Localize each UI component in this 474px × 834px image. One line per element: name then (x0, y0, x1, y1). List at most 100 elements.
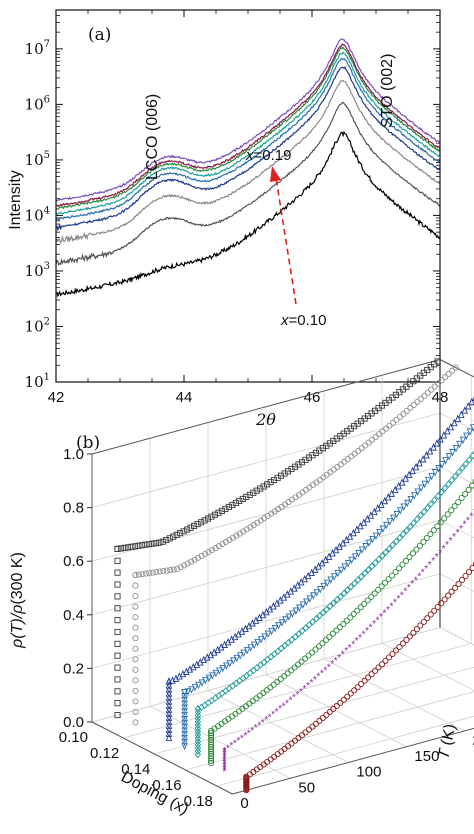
resistivity-point (472, 478, 474, 484)
resistivity-point (114, 569, 121, 576)
xrd-series-line (55, 130, 441, 298)
resistivity-point (333, 596, 341, 604)
resistivity-point (226, 659, 234, 668)
resistivity-point (462, 460, 469, 468)
resistivity-point: * (456, 528, 460, 539)
resistivity-point (358, 572, 365, 581)
grid-line (207, 690, 349, 763)
resistivity-point (413, 515, 421, 524)
resistivity-point (243, 647, 251, 655)
resistivity-point: * (236, 736, 240, 747)
grid-line (439, 519, 474, 539)
resistivity-point (156, 568, 163, 575)
resistivity-point (459, 576, 466, 584)
resistivity-point (400, 503, 408, 511)
resistivity-point (165, 681, 173, 689)
grid-line (216, 715, 474, 787)
resistivity-point (201, 517, 208, 524)
resistivity-point (434, 523, 441, 530)
resistivity-point (417, 511, 424, 520)
resistivity-point: * (313, 675, 317, 686)
resistivity-point: * (229, 741, 233, 752)
resistivity-point (456, 440, 463, 449)
resistivity-point (368, 593, 375, 600)
resistivity-point: * (372, 619, 376, 630)
resistivity-point (416, 459, 423, 467)
resistivity-point (430, 443, 437, 451)
panel-b-doping-ticks: 0.100.120.140.160.18 (59, 729, 213, 810)
resistivity-point (441, 515, 448, 522)
resistivity-point (420, 507, 428, 516)
resistivity-point (364, 514, 371, 523)
y-tick-label: 104 (25, 205, 50, 224)
resistivity-point (346, 532, 354, 540)
resistivity-point (344, 693, 351, 700)
resistivity-point (464, 402, 472, 410)
resistivity-point (208, 760, 215, 767)
resistivity-point: * (222, 753, 226, 764)
axis-edge (91, 721, 233, 795)
resistivity-point: * (337, 653, 341, 664)
resistivity-point: * (355, 636, 359, 647)
resistivity-point: * (240, 733, 244, 744)
resistivity-point (194, 721, 202, 729)
grid-line (265, 674, 407, 748)
z-tick-label: 0.2 (63, 660, 84, 677)
resistivity-point (368, 562, 376, 571)
resistivity-point (166, 535, 173, 542)
resistivity-point (132, 719, 139, 726)
resistivity-point (337, 699, 344, 706)
panel-b-series: **************** * * * * * * * * * * * * * * * * * * * * * * * *… (114, 358, 474, 794)
resistivity-point (351, 553, 359, 561)
resistivity-point (386, 544, 393, 553)
resistivity-point (188, 558, 195, 565)
resistivity-point: * (316, 672, 320, 683)
resistivity-point (114, 628, 121, 636)
resistivity-point (375, 586, 382, 593)
resistivity-point (452, 444, 460, 453)
grid-line (154, 666, 474, 755)
resistivity-point (347, 614, 354, 621)
resistivity-point (205, 674, 213, 683)
resistivity-point (292, 633, 299, 641)
resistivity-point (320, 582, 328, 591)
resistivity-point (414, 398, 421, 405)
resistivity-point (364, 597, 371, 604)
resistivity-point (305, 652, 312, 659)
resistivity-point (114, 581, 121, 588)
resistivity-point: * (417, 572, 421, 583)
x-tick-label: 46 (304, 389, 321, 406)
resistivity-point (263, 687, 270, 694)
resistivity-point (181, 696, 188, 705)
resistivity-point: * (334, 656, 338, 667)
resistivity-point (114, 676, 121, 683)
resistivity-point (343, 535, 350, 544)
resistivity-point (445, 480, 452, 489)
resistivity-point: * (257, 721, 261, 732)
panel-a-y-ticks: 101 102 103 104 105 106 107 (25, 9, 440, 391)
resistivity-point (445, 453, 453, 461)
resistivity-point (209, 672, 216, 680)
resistivity-point: * (438, 548, 442, 559)
resistivity-point (212, 545, 219, 552)
resistivity-point (410, 492, 418, 500)
resistivity-point (395, 482, 402, 490)
resistivity-point (250, 489, 257, 496)
resistivity-point (421, 480, 428, 489)
resistivity-point (382, 657, 389, 664)
resistivity-point (194, 744, 202, 752)
resistivity-point (340, 589, 348, 598)
resistivity-point (132, 614, 139, 621)
resistivity-point (174, 566, 181, 573)
resistivity-point (389, 650, 396, 657)
y-tick-label: 105 (25, 150, 50, 169)
resistivity-point: * (362, 629, 366, 640)
resistivity-point (308, 649, 316, 656)
annotation-x-high: x=0.19 (245, 147, 291, 164)
panel-b-resistivity: (b) 0.00.20.40.60.81.0 0.100.120.140.160… (9, 358, 474, 818)
resistivity-point: * (222, 750, 226, 761)
resistivity-point (379, 525, 387, 533)
resistivity-point (327, 576, 335, 584)
resistivity-point (445, 592, 452, 599)
doping-trend-arrow (275, 177, 297, 305)
